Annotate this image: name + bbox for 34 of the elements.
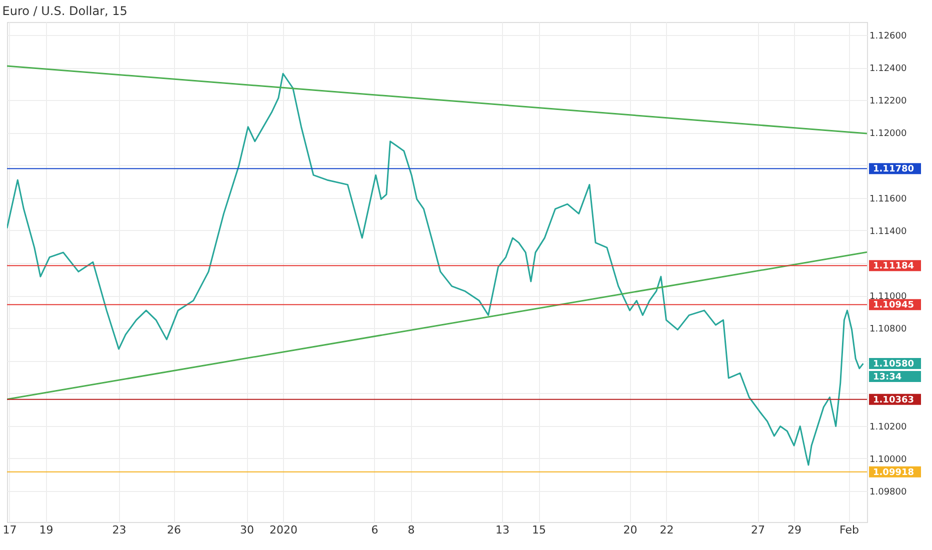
x-tick-label: 19 bbox=[39, 524, 54, 536]
y-tick-label: 1.12600 bbox=[870, 32, 907, 42]
x-tick-label: 2020 bbox=[270, 524, 298, 536]
x-tick-label: 30 bbox=[240, 524, 254, 536]
y-tick-label: 1.10000 bbox=[870, 454, 907, 465]
x-tick-label: Feb bbox=[840, 524, 859, 536]
ref-line-label: 1.09918 bbox=[873, 468, 914, 478]
y-tick-label: 1.12200 bbox=[870, 96, 907, 107]
x-tick-label: 29 bbox=[788, 524, 802, 536]
y-tick-label: 1.10800 bbox=[870, 324, 907, 335]
x-tick-label: 6 bbox=[371, 524, 378, 536]
line-series bbox=[7, 72, 864, 466]
x-tick-label: 15 bbox=[532, 524, 546, 536]
y-tick-label: 1.09800 bbox=[870, 488, 907, 498]
chart-title: Euro / U.S. Dollar, 15 bbox=[2, 4, 128, 18]
x-tick-label: 13 bbox=[496, 524, 510, 536]
x-tick-label: 20 bbox=[623, 524, 638, 536]
ref-line-label: 1.10363 bbox=[873, 395, 914, 406]
ref-line-label: 1.10945 bbox=[873, 300, 914, 311]
x-tick-label: 8 bbox=[408, 524, 415, 536]
ref-line-label: 1.11184 bbox=[873, 262, 914, 272]
x-tick-label: 17 bbox=[2, 524, 17, 536]
x-tick-label: 26 bbox=[167, 524, 182, 536]
y-tick-label: 1.12400 bbox=[870, 64, 907, 74]
y-tick-label: 1.11600 bbox=[870, 194, 907, 204]
x-tick-label: 23 bbox=[112, 524, 126, 536]
y-tick-label: 1.11400 bbox=[870, 226, 907, 237]
y-tick-label: 1.10200 bbox=[870, 422, 907, 432]
x-tick-label: 27 bbox=[751, 524, 766, 536]
ref-line-label: 1.11780 bbox=[873, 164, 914, 175]
text: 1.10580 bbox=[873, 360, 914, 370]
y-tick-label: 1.12000 bbox=[870, 129, 907, 140]
text: 13:34 bbox=[873, 372, 902, 383]
x-tick-label: 22 bbox=[660, 524, 674, 536]
